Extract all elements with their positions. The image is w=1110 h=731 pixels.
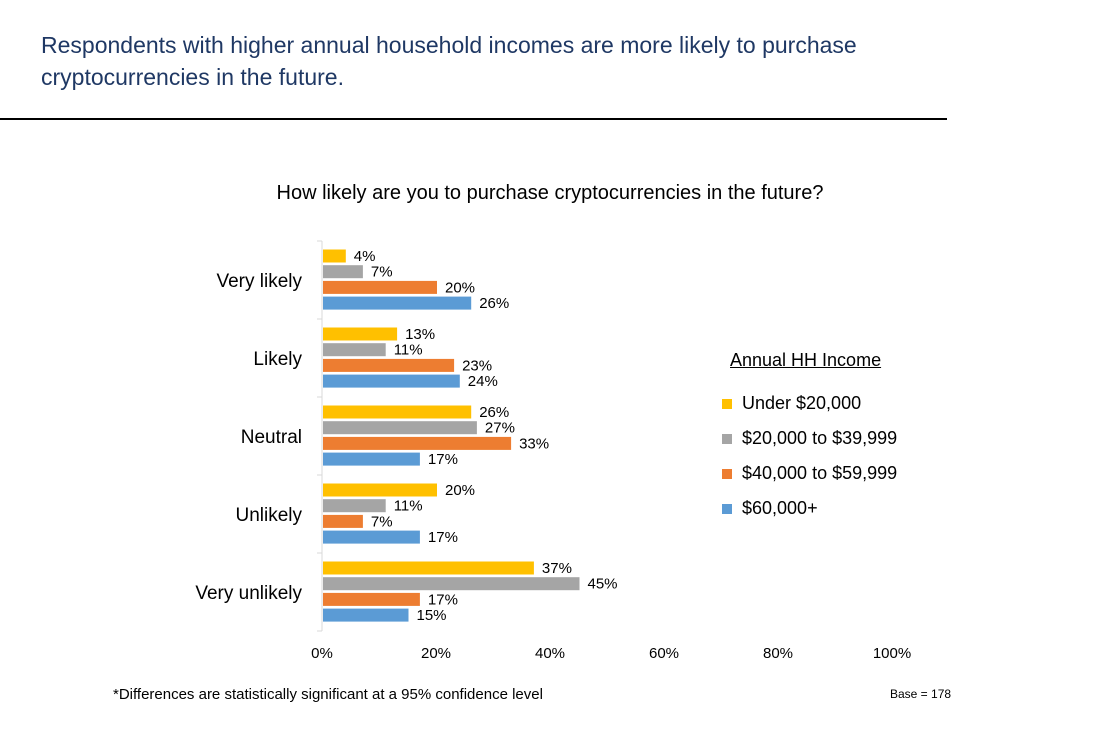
headline-divider [0,118,947,120]
legend-label: $20,000 to $39,999 [742,428,898,448]
bar-value-label: 26% [479,404,509,421]
legend-item: $40,000 to $59,999 [722,456,982,491]
bar [323,358,455,372]
chart-legend: Annual HH Income Under $20,000 $20,000 t… [722,348,982,526]
category-label: Neutral [241,427,302,448]
bar-value-label: 17% [428,451,458,468]
bar [323,343,386,357]
bar [323,608,409,622]
legend-swatch [722,468,732,479]
bar-value-label: 4% [354,248,376,265]
bar-value-label: 11% [394,342,423,359]
category-label: Unlikely [235,505,302,526]
bar [323,374,460,388]
bar [323,561,534,575]
bar-value-label: 20% [445,482,475,499]
legend-swatch [722,398,732,409]
legend-item: $20,000 to $39,999 [722,421,982,456]
x-tick-label: 100% [873,645,911,662]
legend-label: $60,000+ [742,498,818,518]
base-note: Base = 178 [890,687,952,701]
chart-title: How likely are you to purchase cryptocur… [276,182,824,204]
x-tick-label: 20% [421,645,451,662]
bar-value-label: 27% [485,420,515,437]
significance-footnote: *Differences are statistically significa… [113,686,543,703]
bar-value-label: 7% [371,264,393,281]
bar [323,421,477,435]
bar [323,436,512,450]
legend-label: $40,000 to $59,999 [742,463,898,483]
x-tick-label: 60% [649,645,679,662]
legend-swatch [722,433,732,444]
bar [323,483,437,497]
bar-value-label: 15% [417,607,447,624]
bar [323,249,346,263]
bar-value-label: 45% [588,576,618,593]
bar [323,530,420,544]
bar-value-label: 24% [468,373,498,390]
bar-value-label: 33% [519,435,549,452]
bar [323,499,386,513]
bar-value-label: 37% [542,560,572,577]
x-tick-label: 0% [311,645,333,662]
bar [323,265,363,279]
bar [323,514,363,528]
category-label: Very likely [216,271,302,292]
bar [323,280,437,294]
bar-value-label: 13% [405,326,435,343]
bar-value-label: 17% [428,529,458,546]
x-tick-label: 40% [535,645,565,662]
bar-value-label: 23% [462,357,492,374]
bar-value-label: 17% [428,591,458,608]
bar [323,405,472,419]
legend-item: $60,000+ [722,491,982,526]
bar [323,592,420,606]
bar [323,577,580,591]
category-label: Likely [253,349,302,370]
legend-swatch [722,503,732,514]
legend-title: Annual HH Income [730,350,882,370]
bar-value-label: 26% [479,295,509,312]
bar-value-label: 11% [394,498,423,515]
bar-value-label: 20% [445,279,475,296]
legend-label: Under $20,000 [742,393,862,413]
bar [323,327,398,341]
bar [323,452,420,466]
page-headline: Respondents with higher annual household… [41,32,857,90]
category-label: Very unlikely [195,583,302,604]
bar [323,296,472,310]
x-tick-label: 80% [763,645,793,662]
bar-value-label: 7% [371,513,393,530]
legend-item: Under $20,000 [722,386,982,421]
